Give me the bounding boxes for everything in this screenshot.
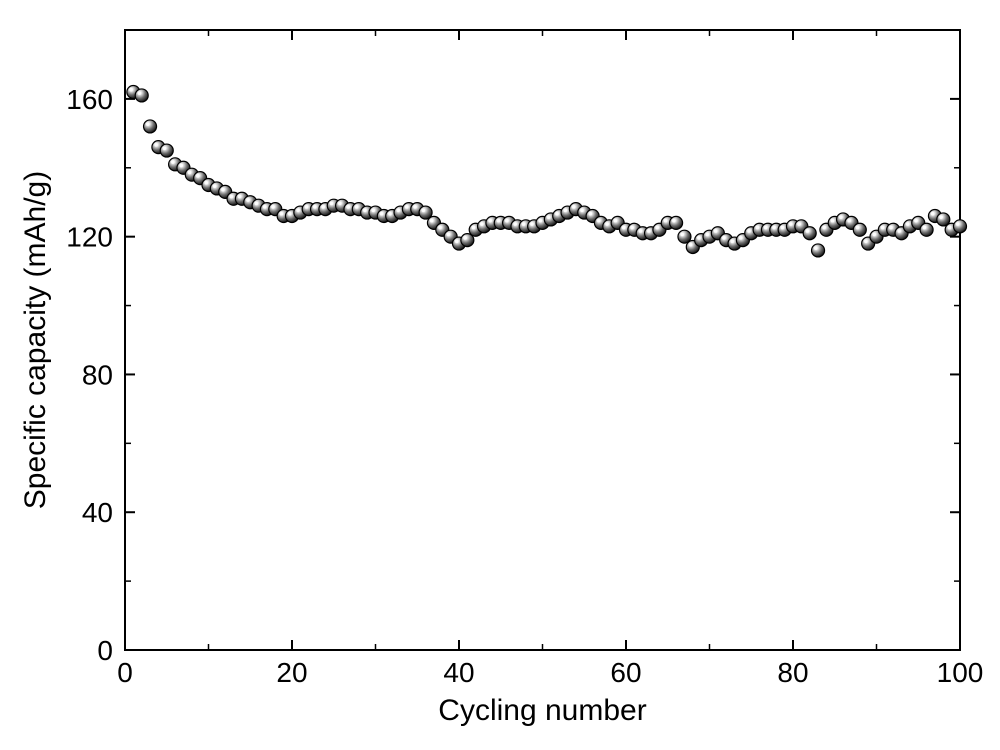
- y-axis-label: Specific capacity (mAh/g): [19, 171, 52, 509]
- x-tick-label: 40: [443, 657, 474, 688]
- data-point: [670, 216, 683, 229]
- data-point: [954, 220, 967, 233]
- x-tick-label: 20: [276, 657, 307, 688]
- data-point: [803, 227, 816, 240]
- data-point: [920, 223, 933, 236]
- capacity-vs-cycle-chart: 0 20 40 60 80 100 0 40 80 120 160 Cycling number Spe…: [0, 0, 1000, 750]
- y-tick-label: 0: [97, 635, 113, 666]
- x-tick-label: 80: [777, 657, 808, 688]
- y-tick-label: 40: [82, 497, 113, 528]
- x-tick-label: 100: [937, 657, 984, 688]
- data-point: [853, 223, 866, 236]
- x-tick-label: 0: [117, 657, 133, 688]
- plot-frame: [125, 30, 960, 650]
- data-point: [144, 120, 157, 133]
- data-point: [812, 244, 825, 257]
- x-axis-label: Cycling number: [438, 694, 646, 727]
- data-point: [135, 89, 148, 102]
- data-point: [160, 144, 173, 157]
- x-tick-label: 60: [610, 657, 641, 688]
- y-tick-label: 80: [82, 359, 113, 390]
- y-tick-label: 120: [66, 222, 113, 253]
- y-tick-label: 160: [66, 84, 113, 115]
- chart-svg: 0 20 40 60 80 100 0 40 80 120 160 Cycling number Spe…: [0, 0, 1000, 750]
